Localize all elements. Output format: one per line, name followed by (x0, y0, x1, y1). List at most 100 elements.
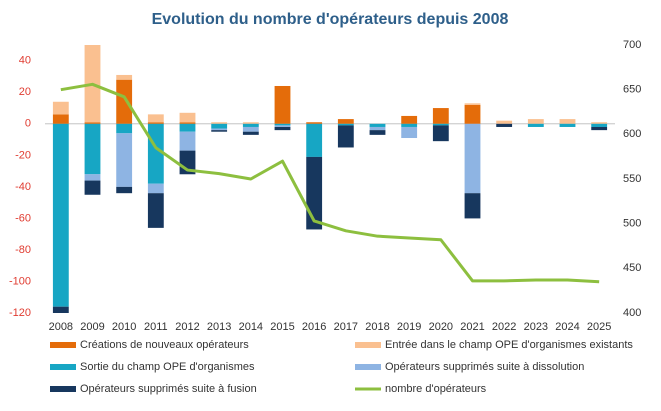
x-tick-label: 2014 (239, 321, 263, 333)
bar (274, 126, 291, 131)
y-tick-label: -40 (15, 181, 31, 193)
bar (591, 122, 608, 124)
y-tick-label: -100 (9, 275, 31, 287)
bar (401, 126, 418, 139)
legend-swatch (355, 364, 381, 370)
bar (591, 126, 608, 131)
bar (116, 74, 133, 80)
bar (337, 125, 354, 148)
bar (147, 123, 164, 184)
x-tick-label: 2009 (80, 321, 104, 333)
legend-label: Créations de nouveaux opérateurs (80, 339, 249, 351)
y2-tick-label: 700 (623, 39, 641, 51)
bar (84, 180, 101, 195)
bar (527, 119, 544, 124)
x-tick-label: 2023 (524, 321, 548, 333)
bar (116, 133, 133, 187)
bar (591, 123, 608, 127)
legend-swatch (355, 342, 381, 348)
y-tick-label: -120 (9, 307, 31, 319)
legend-swatch (50, 364, 76, 370)
bar (179, 123, 196, 132)
bar (464, 104, 481, 124)
bar (306, 122, 323, 124)
bar (242, 126, 259, 132)
y2-tick-label: 400 (623, 307, 641, 319)
bar (242, 123, 259, 127)
bar (401, 115, 418, 124)
x-tick-label: 2010 (112, 321, 136, 333)
bar (179, 122, 196, 124)
y2-tick-label: 600 (623, 128, 641, 140)
bar (369, 130, 386, 135)
x-tick-label: 2016 (302, 321, 326, 333)
y-tick-label: -20 (15, 149, 31, 161)
x-tick-label: 2024 (555, 321, 579, 333)
bar (116, 79, 133, 124)
bar (179, 131, 196, 151)
bar (84, 174, 101, 181)
legend-label: Entrée dans le champ OPE d'organismes ex… (385, 339, 633, 351)
bar (432, 125, 449, 142)
bar (52, 114, 69, 124)
y-tick-label: -60 (15, 212, 31, 224)
bar (211, 122, 228, 124)
bar (274, 85, 291, 124)
bar (464, 193, 481, 219)
y2-tick-label: 550 (623, 173, 641, 185)
legend-label: Opérateurs supprimés suite à fusion (80, 383, 257, 395)
bar (464, 123, 481, 194)
bar (496, 120, 513, 124)
line (60, 82, 600, 284)
bar (211, 130, 228, 132)
x-tick-label: 2022 (492, 321, 516, 333)
bar (147, 122, 164, 124)
x-tick-label: 2019 (397, 321, 421, 333)
bar (242, 122, 259, 124)
bar (527, 123, 544, 127)
bar (179, 112, 196, 123)
x-tick-label: 2020 (429, 321, 453, 333)
bar (559, 123, 576, 127)
legend-label: nombre d'opérateurs (385, 383, 487, 395)
legend-label: Sortie du champ OPE d'organismes (80, 361, 255, 373)
bar (52, 123, 69, 307)
bar (369, 126, 386, 131)
y-tick-label: -80 (15, 244, 31, 256)
bar (337, 123, 354, 126)
y-tick-label: 20 (19, 86, 31, 98)
bar (211, 123, 228, 129)
bar (147, 183, 164, 194)
bar (464, 103, 481, 105)
y2-tick-label: 650 (623, 84, 641, 96)
bar (116, 123, 133, 134)
bar (369, 123, 386, 127)
bar (116, 186, 133, 194)
bar (242, 131, 259, 135)
bar (147, 114, 164, 123)
y-tick-label: 0 (25, 118, 31, 130)
bar (274, 123, 291, 126)
bar (147, 193, 164, 228)
bar (432, 123, 449, 126)
x-tick-label: 2008 (49, 321, 73, 333)
bar (84, 122, 101, 124)
y2-tick-label: 500 (623, 218, 641, 230)
bar (211, 128, 228, 131)
x-tick-label: 2021 (460, 321, 484, 333)
y-tick-label: 40 (19, 55, 31, 67)
x-tick-label: 2013 (207, 321, 231, 333)
bar (84, 123, 101, 175)
bar (306, 123, 323, 157)
bar (432, 108, 449, 124)
bar (274, 125, 291, 127)
x-tick-label: 2025 (587, 321, 611, 333)
bar (496, 123, 513, 127)
x-tick-label: 2018 (365, 321, 389, 333)
x-tick-label: 2015 (270, 321, 294, 333)
y2-tick-label: 450 (623, 262, 641, 274)
legend-label: Opérateurs supprimés suite à dissolution (385, 361, 584, 373)
chart-title: Evolution du nombre d'opérateurs depuis … (152, 11, 509, 28)
x-tick-label: 2011 (144, 321, 168, 333)
